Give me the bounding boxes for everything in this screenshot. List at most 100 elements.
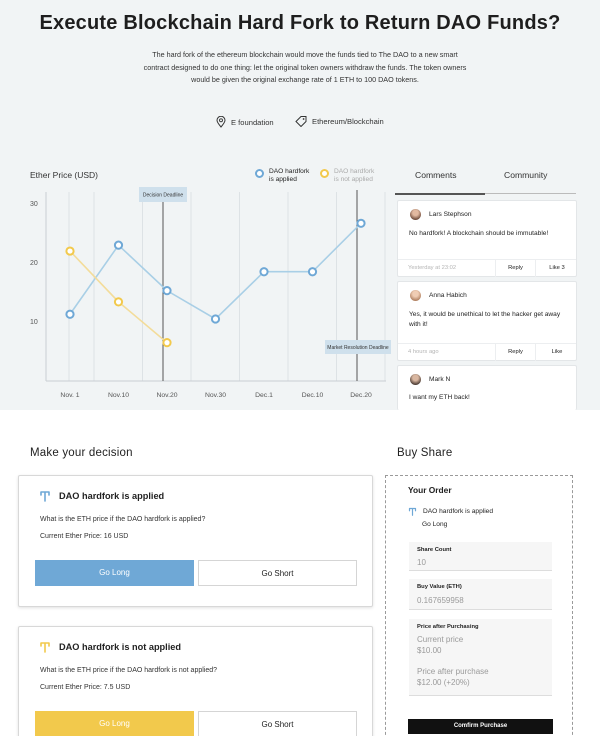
fork-icon	[40, 642, 50, 653]
data-point	[307, 267, 318, 277]
order-panel: Your Order DAO hardfork is applied Go Lo…	[385, 475, 573, 736]
fork-icon	[408, 507, 417, 516]
x-tick-label: Dec.20	[350, 392, 372, 399]
deadline-label-box	[139, 187, 187, 202]
market-description: The hard fork of the ethereum blockchain…	[143, 50, 467, 85]
comment-author[interactable]: Anna Habich	[429, 292, 467, 299]
comment-tabs: Comments Community	[395, 160, 576, 195]
legend-dot-blue-icon	[255, 169, 264, 178]
tab-community[interactable]: Community	[504, 170, 548, 180]
comment-card: Lars Stephson No hardfork! A blockchain …	[397, 200, 577, 277]
decision-section-title: Make your decision	[30, 447, 133, 459]
decision-card-not-applied: DAO hardfork is not applied What is the …	[18, 626, 373, 736]
data-point	[65, 309, 75, 319]
x-tick-label: Dec.10	[302, 392, 324, 399]
decision-question: What is the ETH price if the DAO hardfor…	[40, 516, 206, 523]
tag-icon	[295, 116, 307, 127]
location-pin-icon	[216, 116, 226, 128]
legend-applied[interactable]: DAO hardfork is applied	[255, 168, 309, 184]
comment-card: Anna Habich Yes, it would be unethical t…	[397, 281, 577, 361]
after-price-value: $12.00 (+20%)	[417, 678, 470, 687]
avatar[interactable]	[410, 290, 421, 301]
buy-section-title: Buy Share	[397, 447, 453, 459]
comment-author[interactable]: Lars Stephson	[429, 211, 472, 218]
data-point	[162, 286, 172, 296]
reply-button[interactable]: Reply	[495, 260, 535, 277]
series-line	[69, 250, 168, 344]
market-header-section: Execute Blockchain Hard Fork to Return D…	[0, 0, 600, 410]
confirm-purchase-button[interactable]: Comfirm Purchase	[408, 719, 553, 734]
data-point	[259, 267, 269, 277]
fork-icon	[40, 491, 50, 502]
decision-card-heading: DAO hardfork is not applied	[59, 642, 181, 652]
go-short-button[interactable]: Go Short	[198, 560, 357, 586]
after-price-label: Price after purchase	[417, 667, 489, 676]
comment-header: Anna Habich	[410, 290, 467, 301]
tab-comments[interactable]: Comments	[415, 170, 457, 180]
comment-text: Yes, it would be unethical to let the ha…	[409, 311, 561, 328]
deadline-label: Decision Deadline	[143, 193, 184, 199]
location-text: E foundation	[231, 117, 274, 127]
like-button[interactable]: Like	[535, 344, 578, 361]
data-point	[210, 314, 221, 324]
current-price-label: Current price	[417, 635, 464, 644]
comment-author[interactable]: Mark N	[429, 376, 451, 383]
share-count-field[interactable]: Share Count 10	[409, 542, 552, 571]
x-tick-label: Dec.1	[255, 392, 273, 399]
order-position: Go Long	[422, 521, 448, 528]
data-point	[113, 297, 124, 307]
data-point	[113, 240, 124, 250]
legend-applied-line1: DAO hardfork	[269, 168, 310, 175]
legend-not-applied-line2: is not applied	[334, 176, 373, 183]
deadline-label: Market Resolution Deadline	[327, 345, 389, 351]
avatar[interactable]	[410, 209, 421, 220]
comment-text: No hardfork! A blockchain should be immu…	[409, 230, 549, 237]
price-after-label: Price after Purchasing	[417, 624, 479, 630]
x-tick-label: Nov.10	[108, 392, 129, 399]
go-short-button[interactable]: Go Short	[198, 711, 357, 736]
decision-question: What is the ETH price if the DAO hardfor…	[40, 667, 218, 674]
like-button[interactable]: Like 3	[535, 260, 578, 277]
series-line	[69, 222, 362, 320]
current-price: Current Ether Price: 16 USD	[40, 533, 129, 540]
buy-value-input[interactable]: 0.167659958	[417, 596, 464, 605]
legend-not-applied[interactable]: DAO hardfork is not applied	[320, 168, 374, 184]
page-title: Execute Blockchain Hard Fork to Return D…	[39, 12, 561, 34]
comment-time: Yesterday at 23:02	[408, 265, 457, 271]
share-count-label: Share Count	[417, 547, 452, 553]
go-long-button[interactable]: Go Long	[35, 560, 194, 586]
current-price-value: $10.00	[417, 646, 442, 655]
y-tick-label: 20	[30, 260, 38, 267]
market-meta: E foundation Ethereum/Blockchain	[0, 116, 600, 132]
tag-text[interactable]: Ethereum/Blockchain	[312, 117, 384, 126]
order-outcome: DAO hardfork is applied	[423, 508, 494, 515]
data-point	[65, 246, 75, 256]
decision-card-header: DAO hardfork is applied	[39, 490, 164, 502]
avatar[interactable]	[410, 374, 421, 385]
share-count-input[interactable]: 10	[417, 558, 426, 567]
decision-card-applied: DAO hardfork is applied What is the ETH …	[18, 475, 373, 607]
go-long-button[interactable]: Go Long	[35, 711, 194, 736]
location-meta: E foundation	[216, 116, 274, 128]
reply-button[interactable]: Reply	[495, 344, 535, 361]
x-tick-label: Nov. 1	[60, 392, 79, 399]
legend-not-applied-line1: DAO hardfork	[334, 168, 375, 175]
x-tick-label: Nov.30	[205, 392, 226, 399]
comment-footer: Yesterday at 23:02 Reply Like 3	[398, 259, 578, 277]
deadline-label-box	[325, 340, 391, 354]
legend-applied-line2: is applied	[269, 176, 297, 183]
order-selection: DAO hardfork is applied	[408, 507, 493, 516]
comment-text: I want my ETH back!	[409, 394, 470, 401]
active-tab-indicator	[395, 193, 485, 195]
chart-title: Ether Price (USD)	[30, 170, 99, 180]
comment-card: Mark N I want my ETH back!	[397, 365, 577, 410]
legend-dot-yellow-icon	[320, 169, 329, 178]
decision-card-heading: DAO hardfork is applied	[59, 491, 165, 501]
buy-value-field[interactable]: Buy Value (ETH) 0.167659958	[409, 579, 552, 610]
y-tick-label: 30	[30, 201, 38, 208]
ether-price-chart: 10 20 30 Nov. 1 Nov.10 Nov.20 Nov.30 Dec.1 Dec.1…	[30, 187, 391, 399]
data-point	[162, 338, 172, 348]
order-title: Your Order	[408, 485, 452, 495]
x-tick-label: Nov.20	[156, 392, 177, 399]
comment-footer: 4 hours ago Reply Like	[398, 343, 578, 361]
